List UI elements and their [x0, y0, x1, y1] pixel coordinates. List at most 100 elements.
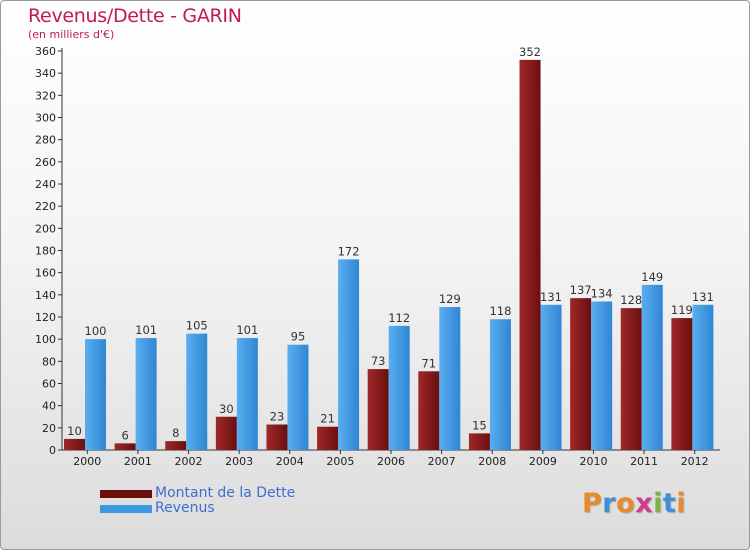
bar-revenus-2005 — [338, 259, 360, 450]
data-label-dette-2000: 10 — [67, 424, 82, 438]
x-tick-label: 2000 — [73, 455, 101, 468]
data-label-revenus-2004: 95 — [291, 330, 306, 344]
data-label-revenus-2011: 149 — [641, 270, 663, 284]
bar-revenus-2004 — [287, 344, 309, 450]
bar-dette-2007 — [418, 371, 440, 450]
chart-title: Revenus/Dette - GARIN — [28, 5, 242, 27]
bar-dette-2001 — [114, 443, 136, 450]
y-tick-label: 260 — [35, 156, 56, 169]
data-label-dette-2009: 352 — [519, 45, 541, 59]
bar-revenus-2010 — [591, 301, 613, 450]
y-tick-label: 0 — [49, 444, 56, 457]
x-tick-label: 2008 — [478, 455, 506, 468]
logo-letter: x — [635, 488, 654, 519]
bar-revenus-2000 — [85, 339, 106, 450]
logo-letter: o — [616, 488, 636, 519]
bar-dette-2002 — [165, 441, 187, 450]
x-tick-label: 2009 — [529, 455, 557, 468]
y-tick-label: 240 — [35, 178, 56, 191]
x-tick-label: 2004 — [276, 455, 304, 468]
bar-revenus-2001 — [135, 338, 157, 450]
x-tick-label: 2002 — [175, 455, 203, 468]
bar-revenus-2003 — [236, 338, 258, 450]
x-tick-label: 2005 — [326, 455, 354, 468]
data-label-revenus-2008: 118 — [489, 304, 511, 318]
data-label-dette-2003: 30 — [219, 402, 234, 416]
legend-swatch-revenus — [100, 505, 152, 513]
logo-letter: i — [653, 488, 663, 519]
y-tick-label: 200 — [35, 222, 56, 235]
y-tick-label: 40 — [42, 400, 56, 413]
y-tick-label: 300 — [35, 112, 56, 125]
bar-dette-2008 — [468, 433, 490, 450]
bar-revenus-2012 — [692, 304, 714, 450]
bar-revenus-2011 — [641, 284, 663, 450]
y-tick-label: 280 — [35, 134, 56, 147]
logo-letter: t — [662, 488, 677, 519]
data-label-dette-2007: 71 — [421, 356, 436, 370]
data-label-revenus-2006: 112 — [388, 311, 410, 325]
logo-letter: i — [676, 488, 687, 519]
data-label-revenus-2003: 101 — [236, 323, 258, 337]
y-tick-label: 20 — [42, 422, 56, 435]
data-label-revenus-2009: 131 — [540, 290, 562, 304]
chart-subtitle: (en milliers d'€) — [28, 28, 115, 41]
data-label-dette-2011: 128 — [620, 293, 642, 307]
bar-revenus-2008 — [489, 319, 511, 450]
y-tick-label: 320 — [35, 89, 56, 102]
data-label-revenus-2005: 172 — [338, 244, 360, 258]
logo-letter: r — [602, 488, 617, 519]
x-tick-label: 2010 — [579, 455, 607, 468]
data-label-revenus-2007: 129 — [439, 292, 461, 306]
x-tick-label: 2012 — [681, 455, 709, 468]
y-tick-label: 340 — [35, 67, 56, 80]
bar-dette-2011 — [620, 308, 642, 450]
data-label-dette-2001: 6 — [121, 428, 128, 442]
y-tick-label: 80 — [42, 355, 56, 368]
data-label-revenus-2000: 100 — [85, 324, 107, 338]
bar-dette-2004 — [266, 424, 288, 450]
data-label-revenus-2012: 131 — [692, 290, 714, 304]
bar-revenus-2006 — [388, 325, 410, 450]
data-label-revenus-2001: 101 — [135, 323, 157, 337]
legend-swatch-debt — [100, 490, 152, 498]
bar-dette-2009 — [519, 59, 541, 450]
bar-dette-2005 — [317, 426, 339, 450]
data-label-dette-2004: 23 — [270, 410, 285, 424]
bar-dette-2006 — [367, 369, 389, 450]
x-tick-label: 2007 — [428, 455, 456, 468]
x-tick-label: 2003 — [225, 455, 253, 468]
x-tick-label: 2011 — [630, 455, 658, 468]
x-tick-label: 2006 — [377, 455, 405, 468]
data-label-dette-2010: 137 — [570, 283, 592, 297]
bar-dette-2003 — [215, 416, 237, 450]
data-label-revenus-2002: 105 — [186, 319, 208, 333]
bar-revenus-2002 — [186, 333, 208, 450]
y-tick-label: 160 — [35, 267, 56, 280]
bar-revenus-2007 — [439, 307, 461, 450]
y-tick-label: 140 — [35, 289, 56, 302]
x-tick-label: 2001 — [124, 455, 152, 468]
y-tick-label: 120 — [35, 311, 56, 324]
data-label-dette-2005: 21 — [320, 412, 335, 426]
proxiti-logo: Proxiti — [582, 488, 686, 519]
bar-revenus-2009 — [540, 304, 562, 450]
bar-dette-2010 — [570, 298, 592, 450]
y-tick-label: 220 — [35, 200, 56, 213]
bar-dette-2012 — [671, 318, 693, 450]
legend-label-revenus: Revenus — [155, 500, 215, 516]
y-tick-label: 100 — [35, 333, 56, 346]
bar-dette-2000 — [64, 438, 85, 450]
y-tick-label: 360 — [35, 45, 56, 58]
data-label-dette-2002: 8 — [172, 426, 179, 440]
data-label-dette-2008: 15 — [472, 418, 487, 432]
data-label-revenus-2010: 134 — [591, 286, 613, 300]
logo-letter: P — [582, 488, 603, 519]
y-tick-label: 180 — [35, 245, 56, 258]
data-label-dette-2006: 73 — [371, 354, 386, 368]
legend-label-debt: Montant de la Dette — [155, 485, 296, 501]
y-tick-label: 60 — [42, 378, 56, 391]
data-label-dette-2012: 119 — [671, 303, 693, 317]
